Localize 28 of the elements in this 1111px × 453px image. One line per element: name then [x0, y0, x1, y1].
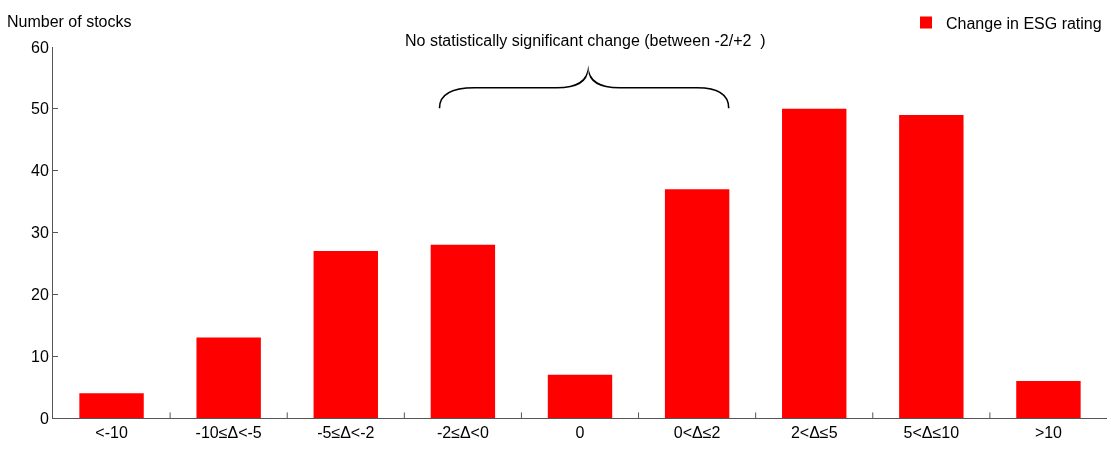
bar	[313, 251, 378, 418]
bar	[547, 374, 613, 418]
x-tick-label: 2<Δ≤5	[790, 424, 838, 442]
y-tick-label: 60	[31, 38, 49, 56]
bar	[1016, 380, 1081, 418]
bar	[899, 115, 964, 418]
x-tick-label: 0<Δ≤2	[673, 424, 721, 442]
y-tick-label: 30	[31, 224, 49, 242]
y-axis-title: Number of stocks	[7, 13, 132, 30]
bar	[196, 337, 261, 418]
x-tick-label: -2≤Δ<0	[436, 424, 489, 442]
y-tick-label: 20	[31, 285, 49, 303]
x-tick-label: >10	[1034, 424, 1063, 442]
bar	[664, 189, 730, 418]
x-tick-label: -5≤Δ<-2	[317, 424, 375, 442]
y-tick-label: 50	[31, 100, 49, 118]
x-tick-label: 5<Δ≤10	[903, 424, 960, 442]
bar	[782, 108, 847, 418]
x-tick-label: 0	[575, 424, 585, 442]
bar	[430, 244, 496, 418]
x-tick-label: -10≤Δ<-5	[195, 424, 262, 442]
y-tick-label: 40	[31, 162, 49, 180]
annotation: No statistically significant change (between -2/+2 )	[405, 32, 766, 49]
y-tick-label: 10	[31, 347, 49, 365]
bar	[79, 393, 144, 418]
y-tick-label: 0	[39, 409, 49, 427]
legend-label: Change in ESG rating	[946, 14, 1102, 32]
x-tick-label: <-10	[95, 424, 128, 442]
